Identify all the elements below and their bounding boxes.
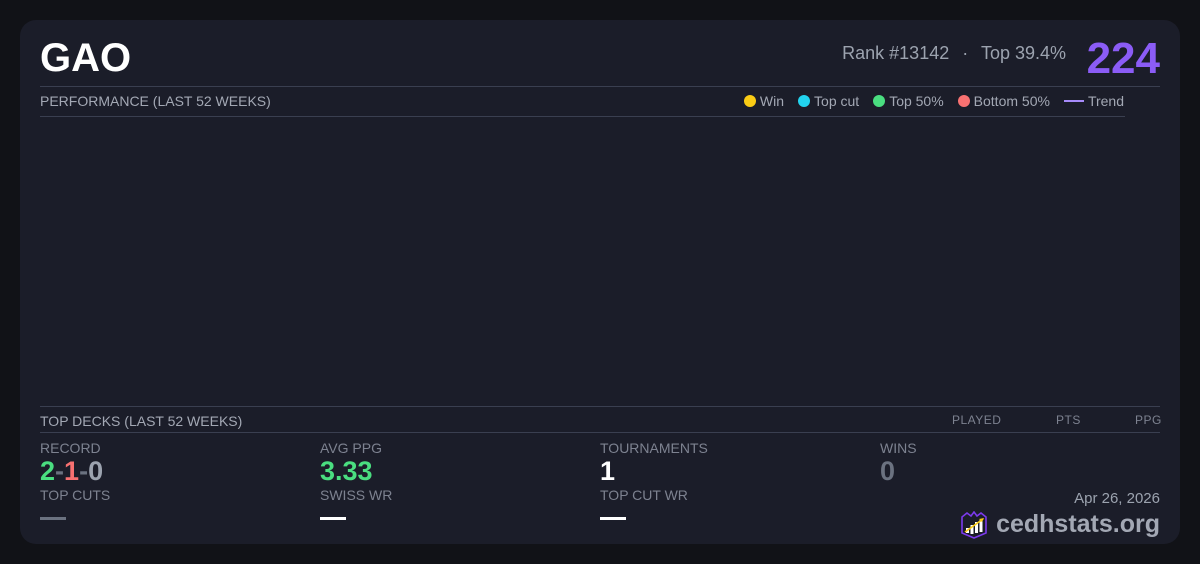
top-cuts-value xyxy=(40,517,66,520)
record-value: 2-1-0 xyxy=(40,456,110,487)
brand: cedhstats.org xyxy=(960,510,1160,539)
stat-label: TOURNAMENTS xyxy=(600,440,708,456)
divider xyxy=(40,86,1160,87)
top-percent: Top 39.4% xyxy=(980,43,1066,63)
col-pts: PTS xyxy=(1056,413,1081,427)
top-decks-title: TOP DECKS (LAST 52 WEEKS) xyxy=(40,413,243,429)
trend-line-icon xyxy=(1063,100,1084,102)
legend-label: Bottom 50% xyxy=(973,93,1050,109)
record-losses: 1 xyxy=(64,456,80,486)
legend-label: Top 50% xyxy=(889,93,944,109)
legend-label: Trend xyxy=(1087,93,1124,109)
stat-tournaments: TOURNAMENTS 1 TOP CUT WR xyxy=(600,440,708,520)
stat-label: AVG PPG xyxy=(320,440,382,456)
win-dot-icon xyxy=(743,95,756,107)
separator: · xyxy=(962,43,969,63)
top-cut-wr-value xyxy=(600,517,626,520)
legend-label: Top cut xyxy=(814,93,860,109)
chart-legend: Win Top cut Top 50% Bottom 50% Trend xyxy=(743,93,1124,109)
divider xyxy=(40,432,1160,433)
stat-avg-ppg: AVG PPG 3.33 SWISS WR xyxy=(320,440,392,520)
player-name: GAO xyxy=(40,36,132,80)
avg-ppg-value: 3.33 xyxy=(320,456,373,486)
performance-title: PERFORMANCE (LAST 52 WEEKS) xyxy=(40,93,271,109)
divider xyxy=(40,116,1125,117)
stat-record: RECORD 2-1-0 TOP CUTS xyxy=(40,440,110,520)
tournaments-value: 1 xyxy=(600,456,616,486)
legend-top-50: Top 50% xyxy=(873,93,944,109)
rank: Rank #13142 xyxy=(842,43,950,63)
top-50-dot-icon xyxy=(873,95,886,107)
sep: - xyxy=(79,456,89,486)
sep: - xyxy=(55,456,65,486)
performance-chart-area xyxy=(40,117,1125,406)
score: 224 xyxy=(1086,34,1160,83)
brand-name[interactable]: cedhstats.org xyxy=(996,510,1160,538)
legend-label: Win xyxy=(759,93,785,109)
date: Apr 26, 2026 xyxy=(1074,490,1160,507)
stat-label: TOP CUTS xyxy=(40,487,111,503)
crown-chart-icon xyxy=(961,510,987,539)
bottom-50-dot-icon xyxy=(957,95,970,107)
stat-wins: WINS 0 xyxy=(880,440,917,487)
col-ppg: PPG xyxy=(1135,413,1162,427)
legend-bottom-50: Bottom 50% xyxy=(957,93,1050,109)
record-draws: 0 xyxy=(88,456,104,486)
stat-label: WINS xyxy=(880,440,917,456)
stat-label: RECORD xyxy=(40,440,101,456)
divider xyxy=(40,406,1160,407)
rank-info: Rank #13142 · Top 39.4% xyxy=(842,43,1066,64)
wins-value: 0 xyxy=(880,456,896,486)
stat-label: TOP CUT WR xyxy=(600,487,688,503)
legend-trend: Trend xyxy=(1063,93,1124,109)
stat-label: SWISS WR xyxy=(320,487,393,503)
col-played: PLAYED xyxy=(952,413,1002,427)
swiss-wr-value xyxy=(320,517,346,520)
record-wins: 2 xyxy=(40,456,56,486)
legend-win: Win xyxy=(743,93,785,109)
legend-top-cut: Top cut xyxy=(798,93,859,109)
top-cut-dot-icon xyxy=(798,95,811,107)
player-card: GAO Rank #13142 · Top 39.4% 224 PERFORMA… xyxy=(20,20,1180,544)
